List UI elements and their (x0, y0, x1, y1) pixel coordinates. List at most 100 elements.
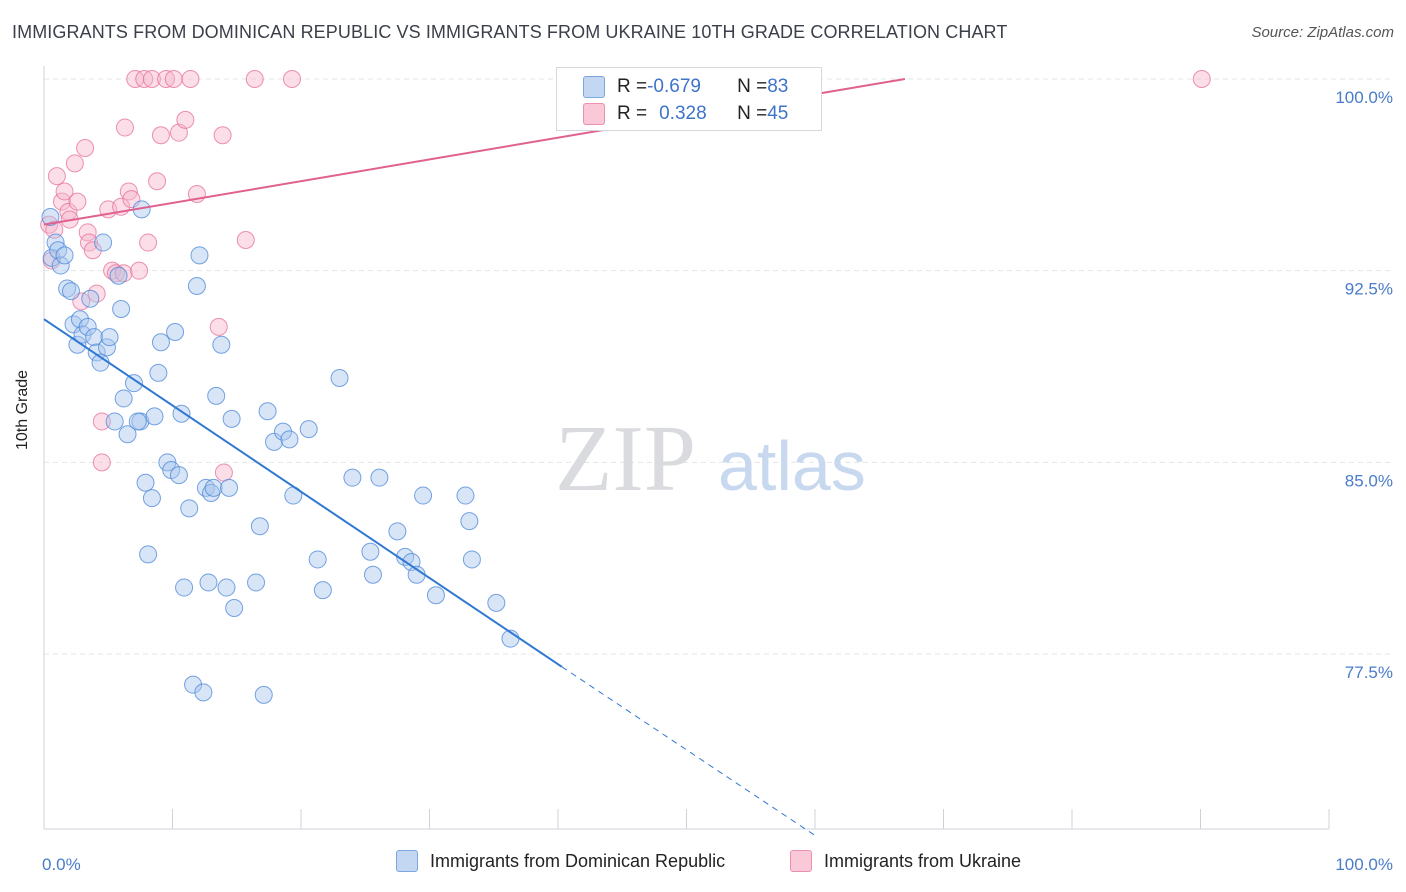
dominican-point (363, 565, 382, 584)
ukraine-point (1192, 70, 1211, 88)
dominican-point (222, 409, 241, 428)
y-tick-label: 77.5% (1345, 663, 1393, 682)
ukraine-point (209, 317, 228, 336)
dominican-point (370, 468, 389, 487)
legend-swatch-ukraine (790, 850, 812, 872)
dominican-point (426, 586, 445, 605)
dominican-point (258, 402, 277, 421)
dominican-point (204, 478, 223, 497)
ukraine-point (114, 264, 133, 283)
chart-title: IMMIGRANTS FROM DOMINICAN REPUBLIC VS IM… (12, 22, 1008, 42)
ukraine-point (106, 264, 125, 283)
dominican-trend-line (43, 318, 563, 668)
axes (43, 66, 1330, 830)
dominican-point (187, 277, 206, 295)
n-label: N = (737, 103, 768, 124)
y-tick-label: 85.0% (1345, 471, 1393, 490)
x-tick-label: 0.0% (42, 855, 81, 874)
dominican-point (51, 256, 70, 275)
y-tick-label: 100.0% (1335, 88, 1393, 107)
dominican-point (274, 422, 293, 441)
dominican-point (85, 328, 104, 347)
ukraine-point (213, 126, 232, 145)
dominican-point (199, 573, 218, 592)
dominican-point (460, 512, 479, 531)
dominican-point (414, 486, 433, 505)
dominican-point (105, 412, 124, 431)
dominican-point (114, 389, 133, 408)
dominican-point (100, 328, 119, 347)
legend-swatch-ukraine (583, 103, 605, 125)
dominican-point (124, 374, 143, 393)
legend-label-ukraine: Immigrants from Ukraine (824, 850, 1022, 871)
dominican-point (139, 545, 158, 564)
dominican-point (41, 208, 60, 226)
dominican-point (217, 578, 236, 597)
ukraine-point (139, 233, 158, 252)
chart-source: Source: ZipAtlas.com (1251, 24, 1394, 41)
dominican-point (149, 363, 168, 382)
ukraine-point (236, 231, 255, 249)
correlation-legend: R = -0.679 N = 83 R = 0.328 N = 45 (556, 67, 822, 131)
dominican-point (180, 499, 199, 518)
dominican-point (202, 484, 221, 502)
dominican-point (247, 573, 266, 592)
ukraine-point (83, 241, 102, 260)
series-dominican-points (41, 200, 520, 704)
ukraine-point (130, 261, 149, 280)
legend-item-ukraine[interactable]: Immigrants from Ukraine (790, 850, 1021, 872)
ukraine-point (47, 167, 66, 186)
ukraine-point (142, 70, 161, 88)
dominican-point (118, 425, 137, 444)
dominican-point (330, 369, 349, 387)
watermark-atlas: atlas (718, 427, 866, 505)
dominican-point (361, 542, 380, 561)
ukraine-point (283, 70, 302, 88)
dominican-point (175, 578, 194, 597)
dominican-point (94, 233, 113, 252)
ukraine-point (92, 412, 111, 431)
n-value: 45 (767, 103, 789, 124)
series-legend: Immigrants from Dominican Republic Immig… (0, 850, 1406, 880)
dominican-point (313, 581, 332, 600)
legend-item-dominican[interactable]: Immigrants from Dominican Republic (396, 850, 725, 872)
ukraine-point (52, 192, 71, 211)
dominican-point (190, 246, 209, 265)
dominican-point (343, 468, 362, 487)
y-tick-labels: 100.0% 92.5% 85.0% 77.5% (1335, 88, 1393, 682)
dominican-point (142, 489, 161, 508)
dominican-point (456, 486, 475, 505)
dominican-point (250, 517, 269, 536)
ukraine-point (245, 70, 264, 88)
dominican-point (109, 266, 128, 285)
dominican-point (280, 430, 299, 449)
dominican-point (184, 675, 203, 694)
ukraine-point (164, 70, 183, 88)
ukraine-point (68, 192, 87, 211)
dominican-point (151, 333, 170, 352)
dominican-point (196, 478, 215, 497)
dominican-trend-extension (561, 666, 816, 836)
ukraine-point (151, 126, 170, 145)
dominican-point (254, 685, 273, 704)
ukraine-point (55, 182, 74, 201)
dominican-point (194, 683, 213, 702)
r-label: R = (617, 76, 648, 97)
dominican-point (308, 550, 327, 569)
dominican-point (388, 522, 407, 541)
dominican-point (462, 550, 481, 569)
r-value: -0.679 (647, 76, 701, 97)
ukraine-point (65, 154, 84, 173)
dominican-point (220, 478, 239, 497)
legend-row-dominican: R = -0.679 N = 83 (557, 74, 788, 100)
ukraine-point (92, 453, 111, 472)
ukraine-point (135, 70, 154, 88)
watermark: ZIP atlas (555, 407, 866, 511)
ukraine-point (115, 118, 134, 137)
dominican-point (166, 323, 185, 341)
r-label: R = (617, 103, 648, 124)
ukraine-point (76, 139, 95, 157)
n-label: N = (737, 76, 768, 97)
grid-lines (44, 78, 1390, 655)
